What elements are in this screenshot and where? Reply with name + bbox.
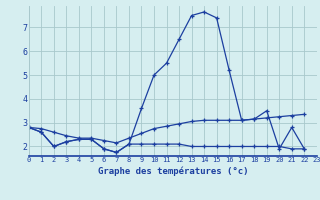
X-axis label: Graphe des températures (°c): Graphe des températures (°c) bbox=[98, 166, 248, 176]
